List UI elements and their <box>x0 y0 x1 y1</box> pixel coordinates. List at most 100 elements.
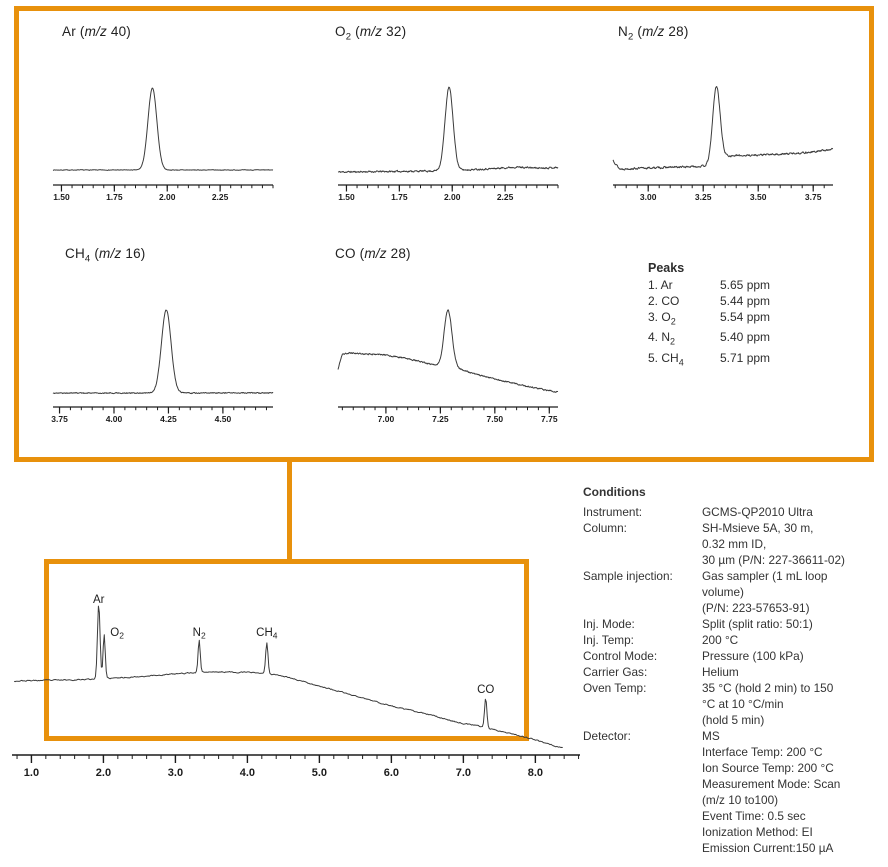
tick-label: 3.75 <box>51 414 68 424</box>
condition-value-line: 35 °C (hold 2 min) to 150 <box>702 681 834 695</box>
condition-label: Instrument: <box>583 505 643 519</box>
total-chromatogram: 1.0 2.0 3.0 4.0 5.0 6.0 7.0 8.0 Ar O2 N2 CH4 CO <box>12 594 580 779</box>
tick-label: 7.25 <box>432 414 449 424</box>
tick-label: 2.00 <box>159 192 176 202</box>
conditions-block: Conditions Instrument: GCMS-QP2010 Ultra C… <box>583 484 885 856</box>
trace <box>337 309 559 393</box>
condition-row: Oven Temp: 35 °C (hold 2 min) to 150 °C at… <box>583 680 885 728</box>
condition-value-line: Interface Temp: 200 °C <box>702 745 823 759</box>
condition-row: Inj. Mode: Split (split ratio: 50:1) <box>583 616 885 632</box>
tick-label: 1.0 <box>24 767 39 779</box>
peaks-legend-rows: 1. Ar 5.65 ppm 2. CO 5.44 ppm 3. O2 5.54 ppm 4… <box>648 277 770 370</box>
chromatogram-n2: 3.00 3.25 3.50 3.75 <box>612 86 834 202</box>
conditions-title: Conditions <box>583 485 646 499</box>
chromatogram-co: 7.00 7.25 7.50 7.75 <box>337 309 559 424</box>
chart-title-o2: O2 (m/z 32) <box>335 24 407 43</box>
trace <box>612 86 834 171</box>
condition-value-line: °C at 10 °C/min <box>702 697 784 711</box>
peak-concentration: 5.44 ppm <box>720 294 771 308</box>
peaks-legend: Peaks 1. Ar 5.65 ppm 2. CO 5.44 ppm 3. O2 5.5… <box>648 260 770 370</box>
chromatogram-o2: 1.50 1.75 2.00 2.25 <box>337 86 559 202</box>
condition-value-line: SH-Msieve 5A, 30 m, <box>702 521 814 535</box>
peak-name: 5. CH4 <box>648 350 684 368</box>
condition-label: Inj. Mode: <box>583 617 635 631</box>
condition-label: Detector: <box>583 729 631 743</box>
condition-row: Column: SH-Msieve 5A, 30 m, 0.32 mm ID, 30 … <box>583 520 885 568</box>
peak-label: Ar <box>93 594 105 606</box>
condition-value: 35 °C (hold 2 min) to 150 °C at 10 °C/min… <box>702 680 885 728</box>
trace <box>337 86 559 174</box>
trace <box>52 309 274 395</box>
peak-legend-row: 5. CH4 5.71 ppm <box>648 350 770 370</box>
condition-value-line: 30 µm (P/N: 227-36611-02) <box>702 553 845 567</box>
condition-label: Column: <box>583 521 627 535</box>
peak-legend-row: 1. Ar 5.65 ppm <box>648 277 770 293</box>
condition-value-line: GCMS-QP2010 Ultra <box>702 505 813 519</box>
tick-label: 2.25 <box>497 192 514 202</box>
tick-label: 4.0 <box>240 767 255 779</box>
chromatogram-ar: 1.50 1.75 2.00 2.25 <box>52 87 274 202</box>
peak-name: 2. CO <box>648 294 680 308</box>
callout-connector-line <box>287 461 292 560</box>
tick-label: 2.00 <box>444 192 461 202</box>
condition-value-line: (m/z 10 to100) <box>702 793 779 807</box>
condition-value-line: Pressure (100 kPa) <box>702 649 804 663</box>
tick-label: 2.25 <box>212 192 229 202</box>
condition-row: Inj. Temp: 200 °C <box>583 632 885 648</box>
tick-label: 7.75 <box>541 414 558 424</box>
condition-value-line: Ionization Method: EI <box>702 825 813 839</box>
condition-row: Carrier Gas: Helium <box>583 664 885 680</box>
trace <box>52 87 274 171</box>
condition-row: Detector: MS Interface Temp: 200 °C Ion Sou… <box>583 728 885 856</box>
condition-value-line: 0.32 mm ID, <box>702 537 767 551</box>
peak-legend-row: 3. O2 5.54 ppm <box>648 309 770 329</box>
condition-value: Pressure (100 kPa) <box>702 648 885 664</box>
tick-label: 4.25 <box>160 414 177 424</box>
peak-label: CH4 <box>256 627 278 641</box>
tick-label: 7.50 <box>487 414 504 424</box>
tick-label: 4.50 <box>215 414 232 424</box>
tick-label: 3.75 <box>805 192 822 202</box>
chart-title-co: CO (m/z 28) <box>335 246 411 261</box>
chart-title-ar: Ar (m/z 40) <box>62 24 131 39</box>
conditions-rows: Instrument: GCMS-QP2010 Ultra Column: SH-Ms… <box>583 504 885 856</box>
tick-label: 1.75 <box>391 192 408 202</box>
peak-name: 1. Ar <box>648 278 673 292</box>
condition-value: 200 °C <box>702 632 885 648</box>
tick-label: 5.0 <box>312 767 327 779</box>
peak-concentration: 5.71 ppm <box>720 350 771 365</box>
eic-panels-frame <box>14 6 874 462</box>
condition-value: MS Interface Temp: 200 °C Ion Source Temp:… <box>702 728 885 856</box>
chromatogram-ch4: 3.75 4.00 4.25 4.50 <box>51 309 274 424</box>
peak-name: 3. O2 <box>648 310 676 327</box>
condition-value-line: (P/N: 223-57653-91) <box>702 601 810 615</box>
peaks-legend-title: Peaks <box>648 261 685 275</box>
condition-label: Sample injection: <box>583 569 673 583</box>
tick-label: 3.50 <box>750 192 767 202</box>
tick-label: 3.0 <box>168 767 183 779</box>
trace <box>14 605 563 749</box>
condition-label: Inj. Temp: <box>583 633 634 647</box>
condition-value: GCMS-QP2010 Ultra <box>702 504 885 520</box>
peak-concentration: 5.54 ppm <box>720 310 771 324</box>
chart-title-ch4: CH4 (m/z 16) <box>65 246 146 265</box>
condition-value: SH-Msieve 5A, 30 m, 0.32 mm ID, 30 µm (P/N… <box>702 520 885 568</box>
condition-label: Control Mode: <box>583 649 658 663</box>
tick-label: 3.25 <box>695 192 712 202</box>
peak-label: CO <box>477 684 494 696</box>
peak-label: O2 <box>110 627 124 641</box>
condition-value-line: (hold 5 min) <box>702 713 765 727</box>
tick-label: 7.00 <box>378 414 395 424</box>
condition-value-line: 200 °C <box>702 633 739 647</box>
condition-row: Instrument: GCMS-QP2010 Ultra <box>583 504 885 520</box>
condition-value-line: Event Time: 0.5 sec <box>702 809 806 823</box>
condition-value: Gas sampler (1 mL loop volume) (P/N: 223-5… <box>702 568 885 616</box>
tick-label: 1.50 <box>53 192 70 202</box>
condition-value-line: Emission Current:150 µA <box>702 841 834 855</box>
condition-row: Control Mode: Pressure (100 kPa) <box>583 648 885 664</box>
condition-value-line: MS <box>702 729 720 743</box>
peak-concentration: 5.65 ppm <box>720 278 771 292</box>
condition-value-line: Gas sampler (1 mL loop <box>702 569 828 583</box>
tick-label: 8.0 <box>528 767 543 779</box>
peak-concentration: 5.40 ppm <box>720 330 771 345</box>
